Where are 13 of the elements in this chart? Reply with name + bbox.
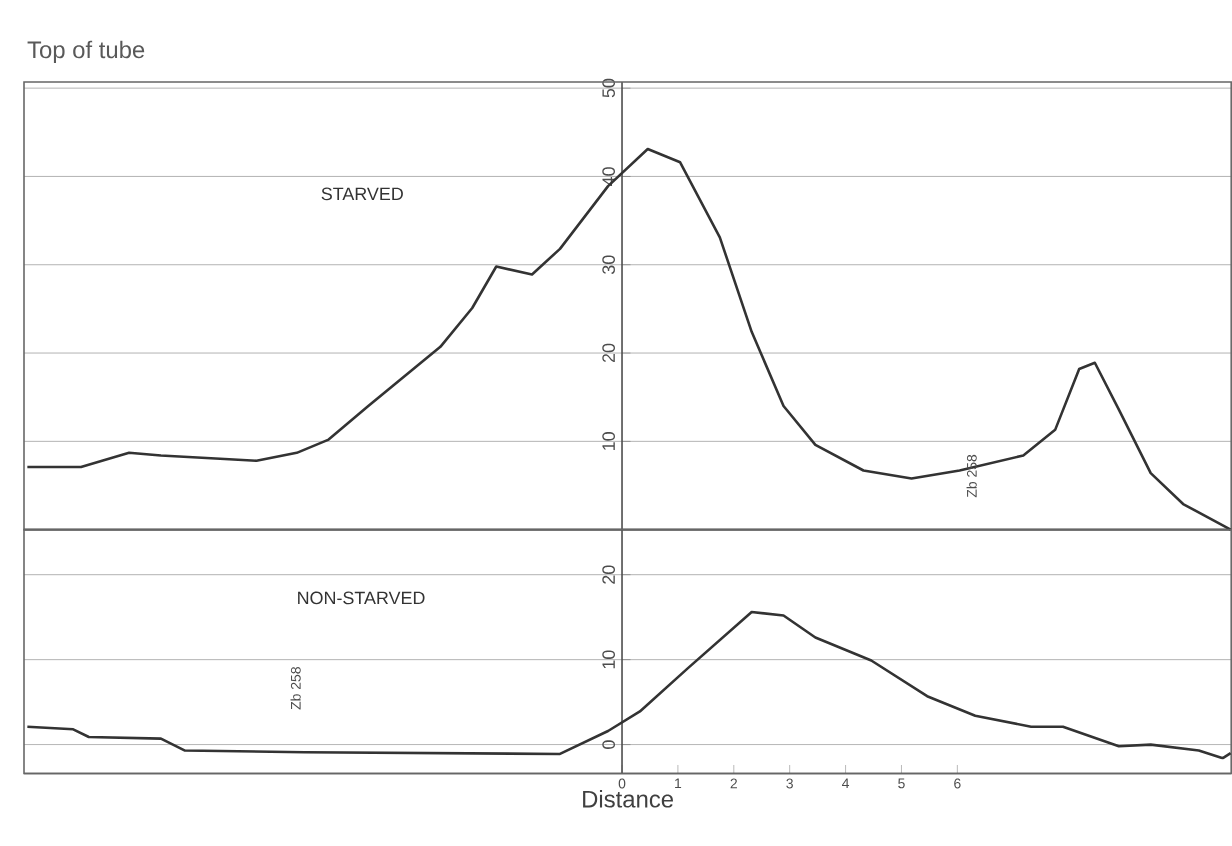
y-tick-label: 10 <box>602 432 615 451</box>
x-axis-title: Distance <box>583 790 673 808</box>
y-tick-label: 50 <box>602 79 615 98</box>
line-series <box>26 148 1232 532</box>
y-tick-label: 10 <box>602 650 615 669</box>
y-tick-label: 20 <box>602 565 615 585</box>
y-tick-label: 30 <box>602 255 615 275</box>
chart-title: Top of tube <box>27 40 145 64</box>
y-tick-label: 0 <box>602 740 615 750</box>
line-series <box>26 611 1232 760</box>
y-tick-label: 20 <box>602 344 615 363</box>
text: STARVED <box>321 187 403 201</box>
text: NON-STARVED <box>298 591 425 605</box>
